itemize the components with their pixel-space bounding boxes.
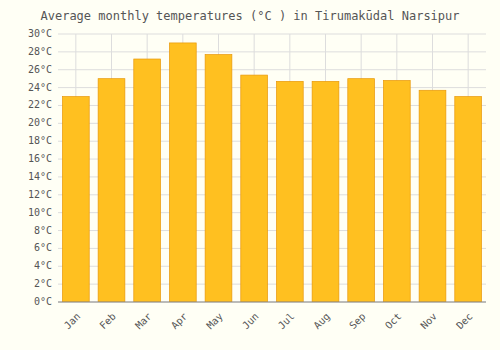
bar <box>276 81 303 302</box>
y-grid-line <box>58 51 486 52</box>
bar <box>312 81 339 302</box>
bar <box>383 80 410 302</box>
bar <box>348 79 375 302</box>
y-tick-label: 2°C <box>34 278 52 289</box>
chart: 0°C 2°C 4°C 6°C 8°C 10°C 12°C 14°C 16°C 18°C 20°C 2… <box>0 0 500 350</box>
x-tick-label: Jun <box>240 311 261 332</box>
y-tick-label: 12°C <box>28 189 52 200</box>
y-tick-label: 26°C <box>28 64 52 75</box>
bar <box>419 90 446 302</box>
y-tick-label: 6°C <box>34 242 52 253</box>
x-tick-label: Dec <box>454 311 475 332</box>
y-tick-label: 0°C <box>34 296 52 307</box>
x-tick-label: Feb <box>97 311 118 332</box>
bar <box>98 79 125 302</box>
y-tick-label: 22°C <box>28 99 52 110</box>
y-tick-label: 18°C <box>28 135 52 146</box>
x-tick-label: Nov <box>418 311 439 332</box>
y-tick-label: 16°C <box>28 153 52 164</box>
y-grid-line <box>58 302 486 303</box>
x-tick-label: Jan <box>62 311 83 332</box>
y-tick-label: 4°C <box>34 260 52 271</box>
bar <box>241 75 268 302</box>
x-tick-label: Jul <box>276 311 297 332</box>
y-tick-label: 14°C <box>28 171 52 182</box>
y-grid-line <box>58 69 486 70</box>
bar <box>205 55 232 302</box>
x-axis-line <box>58 302 486 303</box>
y-tick-label: 28°C <box>28 46 52 57</box>
y-tick-label: 10°C <box>28 207 52 218</box>
bar <box>455 97 482 302</box>
y-tick-label: 8°C <box>34 225 52 236</box>
y-tick-label: 30°C <box>28 28 52 39</box>
grid <box>58 34 486 302</box>
x-tick-label: Apr <box>169 311 190 332</box>
x-tick-label: Sep <box>347 311 368 332</box>
y-grid-line <box>58 34 486 35</box>
bar <box>62 97 89 302</box>
x-tick-label: Aug <box>311 311 332 332</box>
x-tick-label: Oct <box>383 311 404 332</box>
y-tick-label: 20°C <box>28 117 52 128</box>
y-tick-label: 24°C <box>28 82 52 93</box>
bars <box>62 43 481 302</box>
x-tick-label: Mar <box>133 311 154 332</box>
background <box>0 0 500 350</box>
x-tick-label: May <box>204 311 225 332</box>
bar <box>169 43 196 302</box>
title: Average monthly temperatures (°C ) in Ti… <box>40 9 459 23</box>
bar <box>134 59 161 302</box>
